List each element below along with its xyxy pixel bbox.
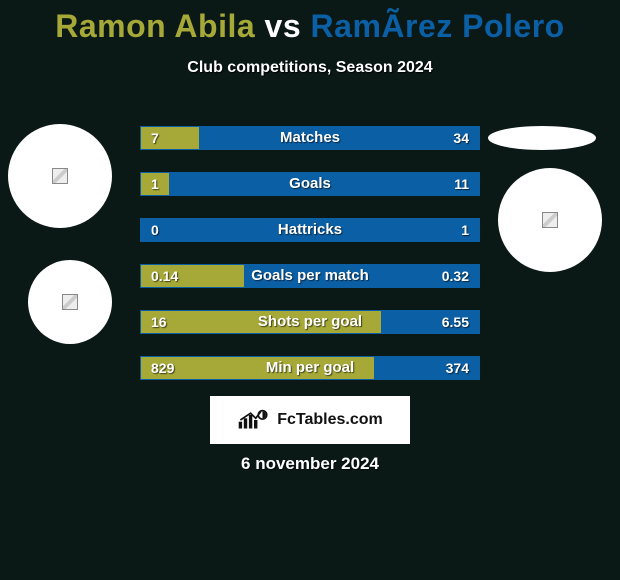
stat-value-left: 7: [151, 127, 159, 149]
attribution-banner: FcTables.com: [210, 396, 410, 444]
player1-avatar: [8, 124, 112, 228]
stat-value-left: 829: [151, 357, 174, 379]
broken-image-icon: [62, 294, 78, 310]
attribution-text: FcTables.com: [277, 411, 383, 429]
date-label: 6 november 2024: [0, 454, 620, 474]
broken-image-icon: [542, 212, 558, 228]
stat-value-right: 1: [461, 219, 469, 241]
stats-comparison-chart: Matches734Goals111Hattricks01Goals per m…: [140, 126, 480, 402]
subtitle: Club competitions, Season 2024: [0, 59, 620, 77]
player1-name: Ramon Abila: [55, 8, 255, 44]
stat-value-right: 11: [454, 173, 469, 195]
stat-label: Goals: [141, 173, 479, 195]
stat-row: Min per goal829 374: [140, 356, 480, 380]
team-avatar: [28, 260, 112, 344]
stat-value-left: 1: [151, 173, 159, 195]
stat-label: Shots per goal: [141, 311, 479, 333]
player2-name: RamÃ­rez Polero: [311, 8, 565, 44]
vs-text: vs: [265, 8, 302, 44]
stat-row: Goals per match0.14 0.32: [140, 264, 480, 288]
stat-value-left: 0.14: [151, 265, 178, 287]
stat-value-left: 0: [151, 219, 159, 241]
stat-row: Goals111: [140, 172, 480, 196]
stat-label: Goals per match: [141, 265, 479, 287]
stat-row: Matches7 34: [140, 126, 480, 150]
stat-value-right: 374: [446, 357, 469, 379]
stat-label: Min per goal: [141, 357, 479, 379]
stat-row: Shots per goal16 6.55: [140, 310, 480, 334]
page-title: Ramon Abila vs RamÃ­rez Polero: [0, 0, 620, 45]
stat-label: Matches: [141, 127, 479, 149]
broken-image-icon: [52, 168, 68, 184]
stat-value-right: 6.55: [442, 311, 469, 333]
decorative-ellipse: [488, 126, 596, 150]
fctables-logo-icon: [237, 408, 271, 432]
stat-value-left: 16: [151, 311, 167, 333]
stat-value-right: 34: [453, 127, 469, 149]
player2-avatar: [498, 168, 602, 272]
stat-label: Hattricks: [141, 219, 479, 241]
stat-row: Hattricks0 1: [140, 218, 480, 242]
stat-value-right: 0.32: [442, 265, 469, 287]
